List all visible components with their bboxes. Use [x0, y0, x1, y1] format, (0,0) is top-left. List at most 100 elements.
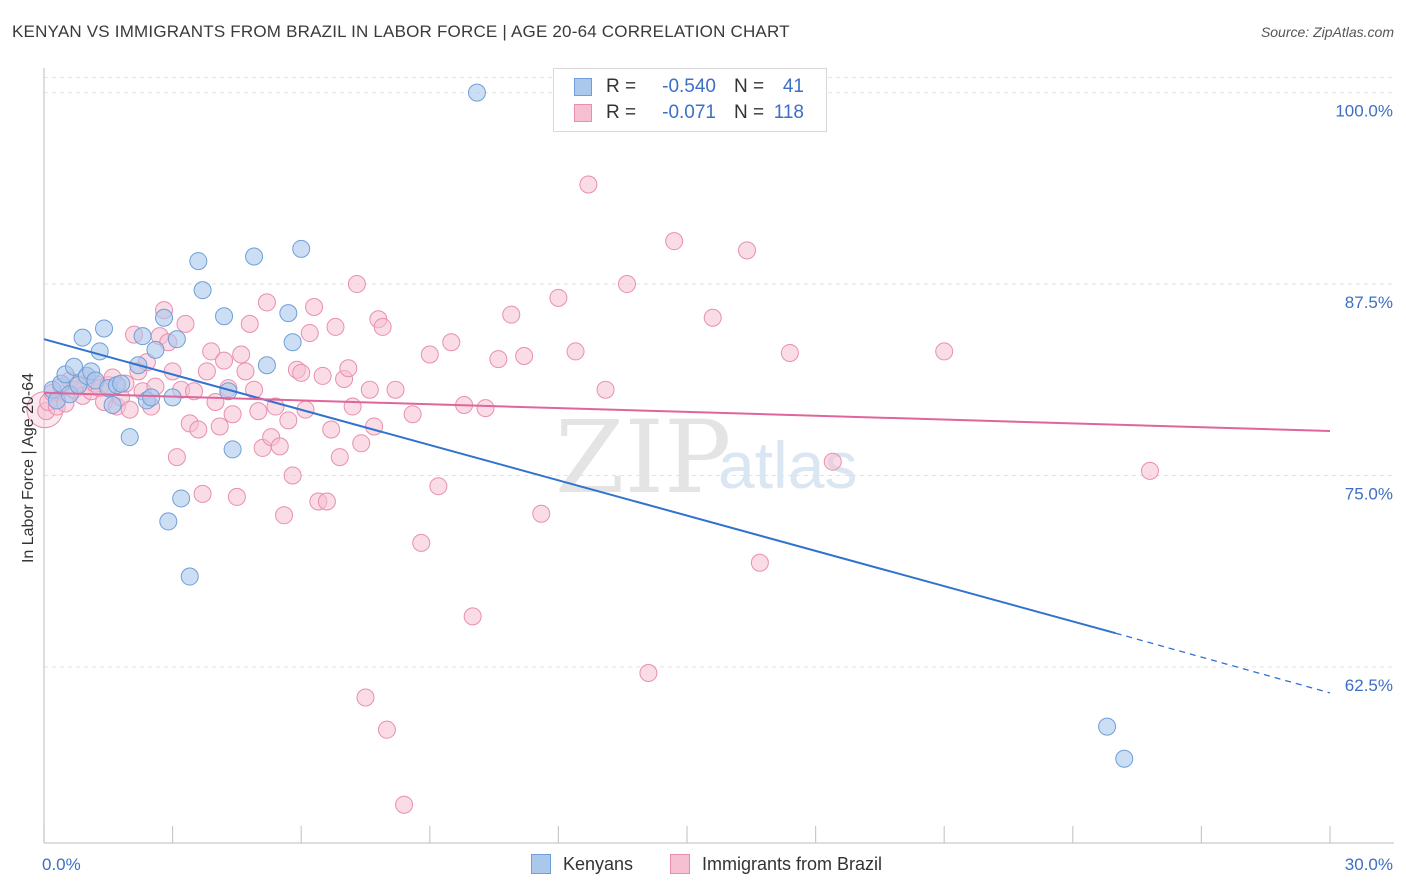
brazil-legend-label: Immigrants from Brazil: [702, 853, 883, 874]
legend-row-kenyans: R = -0.540 N = 41: [574, 75, 804, 99]
trend-lines: [43, 338, 1331, 694]
brazil-point: [566, 342, 585, 361]
kenyan-point: [1098, 717, 1117, 736]
brazil-point: [249, 402, 268, 421]
brazil-point: [617, 275, 636, 294]
brazil-swatch: [574, 104, 592, 122]
y-tick-label: 75.0%: [1345, 484, 1393, 503]
brazil-point: [420, 345, 439, 364]
brazil-point: [463, 607, 482, 626]
n-value: 118: [773, 102, 804, 123]
brazil-point: [343, 397, 362, 416]
brazil-point: [317, 492, 336, 511]
chart-title: KENYAN VS IMMIGRANTS FROM BRAZIL IN LABO…: [12, 22, 790, 41]
kenyan-point: [189, 252, 208, 271]
brazil-point: [313, 366, 332, 385]
n-label: N =: [734, 76, 765, 97]
brazil-point: [780, 343, 799, 362]
brazil-point: [330, 448, 349, 467]
brazil-point: [347, 275, 366, 294]
brazil-point: [305, 298, 324, 317]
kenyan-point: [167, 330, 186, 349]
brazil-point: [596, 380, 615, 399]
brazil-point: [515, 347, 534, 366]
kenyan-point: [103, 396, 122, 415]
legend-row-brazil: R = -0.071 N = 118: [574, 101, 804, 125]
brazil-point: [193, 484, 212, 503]
watermark-zip: ZIP: [555, 399, 731, 516]
brazil-point: [360, 380, 379, 399]
brazil-point: [275, 506, 294, 525]
n-label: N =: [734, 102, 765, 123]
kenyan-point: [155, 308, 174, 327]
brazil-point: [476, 399, 495, 418]
r-label: R =: [606, 102, 637, 123]
brazil-point: [412, 533, 431, 552]
brazil-point: [703, 308, 722, 327]
brazil-point: [202, 342, 221, 361]
brazil-point: [120, 400, 139, 419]
kenyan-point: [467, 83, 486, 102]
source-label: Source: ZipAtlas.com: [1260, 24, 1394, 40]
brazil-point: [665, 232, 684, 251]
axes: [43, 68, 1394, 844]
brazil-trend-line: [43, 391, 1331, 433]
kenyans-legend-swatch: [531, 854, 551, 874]
brazil-point: [167, 448, 186, 467]
brazil-point: [257, 293, 276, 312]
brazil-point: [232, 345, 251, 364]
kenyan-point: [292, 239, 311, 258]
brazil-point: [750, 553, 769, 572]
brazil-point: [163, 362, 182, 381]
brazil-point: [185, 382, 204, 401]
brazil-point: [377, 720, 396, 739]
y-tick-label: 87.5%: [1345, 293, 1393, 312]
kenyan-point: [172, 489, 191, 508]
brazil-point: [279, 411, 298, 430]
brazil-point: [197, 362, 216, 381]
r-value: -0.071: [662, 102, 716, 123]
brazil-point: [189, 420, 208, 439]
kenyan-point: [120, 428, 139, 447]
brazil-point: [532, 504, 551, 523]
brazil-point: [236, 362, 255, 381]
kenyan-point: [257, 356, 276, 375]
r-value: -0.540: [662, 76, 716, 97]
y-axis-title: In Labor Force | Age 20-64: [20, 373, 37, 563]
stats-legend: R = -0.540 N = 41 R = -0.071 N = 118: [553, 68, 827, 132]
kenyan-point: [95, 319, 114, 338]
kenyan-point: [180, 567, 199, 586]
brazil-point: [210, 417, 229, 436]
brazil-point: [356, 688, 375, 707]
kenyan-point: [73, 328, 92, 347]
brazil-point: [292, 363, 311, 382]
brazil-point: [326, 317, 345, 336]
brazil-point: [365, 417, 384, 436]
brazil-point: [227, 487, 246, 506]
x-tick-label: 0.0%: [42, 855, 81, 874]
brazil-point: [823, 452, 842, 471]
kenyan-point: [112, 374, 131, 393]
x-tick-label: 30.0%: [1345, 855, 1393, 874]
brazil-point: [283, 466, 302, 485]
bottom-legend-brazil: Immigrants from Brazil: [670, 852, 882, 876]
bottom-legend-kenyans: Kenyans: [531, 852, 633, 876]
kenyan-point: [283, 333, 302, 352]
brazil-point: [270, 437, 289, 456]
brazil-point: [352, 434, 371, 453]
brazil-point: [339, 359, 358, 378]
kenyan-point: [223, 440, 242, 459]
brazil-point: [322, 420, 341, 439]
n-value: 41: [782, 76, 804, 97]
brazil-point: [386, 380, 405, 399]
kenyan-point: [1115, 749, 1134, 768]
brazil-point: [395, 795, 414, 814]
brazil-point: [1140, 461, 1159, 480]
kenyan-point: [90, 342, 109, 361]
kenyan-point: [279, 304, 298, 323]
brazil-point: [223, 405, 242, 424]
r-label: R =: [606, 76, 637, 97]
brazil-point: [373, 317, 392, 336]
kenyans-swatch: [574, 78, 592, 96]
